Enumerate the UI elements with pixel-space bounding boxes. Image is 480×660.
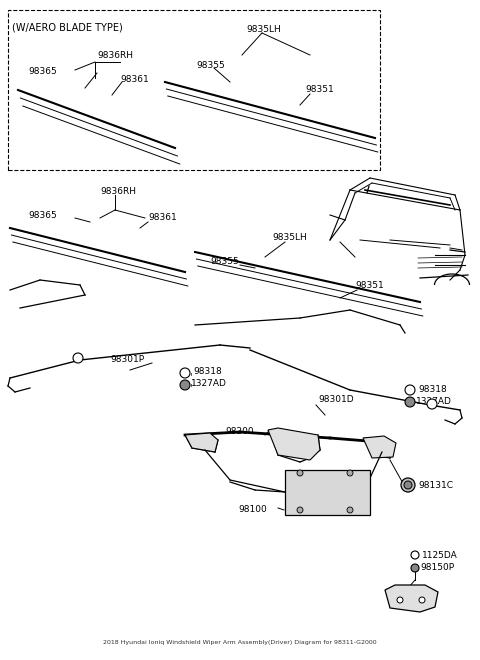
Text: 98150P: 98150P [420, 564, 454, 572]
Text: 98100: 98100 [238, 506, 267, 515]
Text: 9835LH: 9835LH [246, 26, 281, 34]
Text: 2018 Hyundai Ioniq Windshield Wiper Arm Assembly(Driver) Diagram for 98311-G2000: 2018 Hyundai Ioniq Windshield Wiper Arm … [103, 640, 377, 645]
Text: 98355: 98355 [196, 61, 225, 69]
Circle shape [397, 597, 403, 603]
Circle shape [347, 507, 353, 513]
Circle shape [411, 551, 419, 559]
Circle shape [297, 470, 303, 476]
Text: 1125DA: 1125DA [422, 550, 458, 560]
Circle shape [180, 380, 190, 390]
Text: 1327AD: 1327AD [416, 397, 452, 405]
Text: 98200: 98200 [225, 428, 253, 436]
Circle shape [411, 564, 419, 572]
Text: 1327AD: 1327AD [191, 379, 227, 389]
Polygon shape [268, 428, 320, 460]
Text: 98301P: 98301P [110, 356, 144, 364]
Text: 9836RH: 9836RH [100, 187, 136, 197]
Text: 98318: 98318 [418, 385, 447, 395]
Circle shape [180, 368, 190, 378]
Text: 98361: 98361 [120, 75, 149, 84]
Circle shape [297, 507, 303, 513]
Circle shape [427, 399, 437, 409]
Text: 98351: 98351 [305, 86, 334, 94]
Text: 98301D: 98301D [318, 395, 354, 405]
Polygon shape [285, 470, 370, 515]
Text: 98351: 98351 [355, 280, 384, 290]
Text: 98318: 98318 [193, 368, 222, 376]
Polygon shape [185, 433, 218, 452]
Circle shape [404, 481, 412, 489]
Polygon shape [385, 585, 438, 612]
Circle shape [73, 353, 83, 363]
Circle shape [347, 470, 353, 476]
Text: 9835LH: 9835LH [272, 234, 307, 242]
Text: (W/AERO BLADE TYPE): (W/AERO BLADE TYPE) [12, 22, 123, 32]
Text: 98355: 98355 [210, 257, 239, 267]
Text: 98131C: 98131C [418, 480, 453, 490]
Circle shape [401, 478, 415, 492]
Text: 9836RH: 9836RH [97, 51, 133, 59]
Circle shape [405, 397, 415, 407]
Text: 98365: 98365 [28, 67, 57, 77]
Text: 98365: 98365 [28, 211, 57, 220]
Text: 98361: 98361 [148, 213, 177, 222]
Circle shape [405, 385, 415, 395]
Polygon shape [363, 436, 396, 458]
Circle shape [419, 597, 425, 603]
